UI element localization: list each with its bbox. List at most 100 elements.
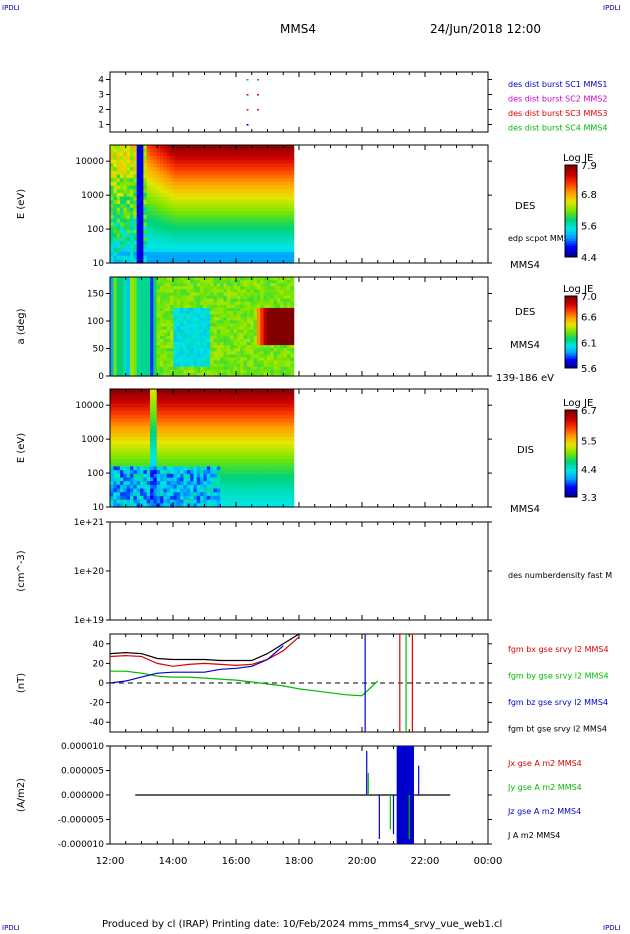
dis-energy-cell xyxy=(153,484,158,490)
des-energy-cell xyxy=(283,222,288,227)
des-energy-cell xyxy=(216,240,221,246)
des-pitch-cell xyxy=(173,298,178,303)
des-pitch-cell xyxy=(213,295,218,300)
des-pitch-cell xyxy=(116,369,121,374)
dis-energy-cell xyxy=(193,444,198,449)
des-pitch-cell xyxy=(150,372,155,377)
des-energy-cell xyxy=(120,196,124,201)
des-pitch-cell xyxy=(183,366,188,371)
des-pitch-cell xyxy=(256,317,261,321)
des-energy-cell xyxy=(213,148,218,153)
des-pitch-cell xyxy=(243,360,248,365)
des-pitch-cell xyxy=(176,289,181,294)
des-energy-cell xyxy=(246,226,251,231)
corner-label-top-right: IPDLI xyxy=(603,4,621,12)
des-pitch-cell xyxy=(256,351,261,355)
dis-energy-cell xyxy=(116,407,121,412)
des-pitch-cell xyxy=(223,277,228,281)
des-pitch-cell xyxy=(213,323,218,328)
dis-energy-cell xyxy=(220,499,225,504)
des-pitch-cell xyxy=(220,326,225,331)
dis-energy-cell xyxy=(110,448,114,453)
des-energy-cell xyxy=(213,226,218,231)
des-energy-cell xyxy=(183,189,188,194)
dis-energy-cell xyxy=(193,455,198,460)
des-energy-cell xyxy=(226,178,231,183)
des-energy-cell xyxy=(233,255,238,260)
dis-energy-cell xyxy=(123,418,128,423)
des-pitch-cell xyxy=(183,286,188,290)
des-pitch-cell xyxy=(283,348,288,352)
des-pitch-cell xyxy=(213,311,218,315)
des-energy-cell xyxy=(113,218,118,224)
dis-energy-cell xyxy=(140,436,144,442)
dis-energy-cell xyxy=(153,392,158,397)
dis-energy-cell xyxy=(206,503,211,508)
des-pitch-cell xyxy=(133,372,138,377)
des-energy-cell xyxy=(113,178,118,183)
des-energy-cell xyxy=(266,181,271,187)
dis-energy-cell xyxy=(200,444,205,449)
dis-energy-cell xyxy=(216,484,221,490)
des-pitch-cell xyxy=(123,289,128,294)
des-energy-cell xyxy=(266,226,271,231)
dis-energy-cell xyxy=(193,451,198,456)
des-energy-cell xyxy=(160,159,165,165)
dis-energy-cell xyxy=(180,466,185,471)
des-pitch-cell xyxy=(146,366,151,371)
des-energy-cell xyxy=(216,222,221,227)
des-pitch-cell xyxy=(186,329,191,334)
dis-energy-cell xyxy=(203,400,208,405)
des-pitch-cell xyxy=(286,326,291,331)
des-pitch-cell xyxy=(210,332,215,337)
des-energy-cell xyxy=(273,192,278,198)
des-energy-cell xyxy=(243,167,248,172)
dis-energy-cell xyxy=(160,396,165,401)
des-energy-cell xyxy=(180,251,185,257)
dis-energy-cell xyxy=(210,477,215,482)
dis-energy-cell xyxy=(150,481,155,486)
dis-energy-cell xyxy=(170,481,175,486)
des-energy-cell xyxy=(190,185,195,190)
des-pitch-cell xyxy=(260,351,265,355)
des-pitch-cell xyxy=(180,320,185,325)
des-energy-cell xyxy=(246,255,251,260)
des-energy-cell xyxy=(253,248,258,253)
des-pitch-cell xyxy=(210,311,215,315)
dis-energy-cell xyxy=(173,407,178,412)
des-energy-cell xyxy=(246,218,251,224)
des-pitch-cell xyxy=(170,348,175,352)
dis-energy-cell xyxy=(150,407,155,412)
des-pitch-cell xyxy=(253,348,258,352)
des-energy-cell xyxy=(206,248,211,253)
des-pitch-cell xyxy=(156,314,161,318)
dis-energy-cell xyxy=(150,477,155,482)
des-energy-cell xyxy=(130,218,134,224)
des-energy-cell xyxy=(176,255,181,260)
des-energy-cell xyxy=(250,240,255,246)
dis-energy-cell xyxy=(190,396,195,401)
des-energy-cell xyxy=(243,237,248,242)
des-energy-cell xyxy=(113,211,118,216)
dis-energy-cell xyxy=(126,414,131,420)
des-energy-cell xyxy=(146,163,151,168)
des-energy-cell xyxy=(193,244,198,249)
dis-energy-cell xyxy=(220,407,225,412)
des-pitch-cell xyxy=(193,286,198,290)
des-pitch-cell xyxy=(173,338,178,343)
des-pitch-cell xyxy=(133,354,138,359)
des-energy-cell xyxy=(113,170,118,176)
des-energy-cell xyxy=(123,181,128,187)
des-pitch-cell xyxy=(230,372,235,377)
des-pitch-cell xyxy=(286,301,291,306)
des-pitch-cell xyxy=(146,301,151,306)
des-pitch-cell xyxy=(256,357,261,362)
dis-energy-cell xyxy=(220,488,225,493)
des-pitch-cell xyxy=(210,314,215,318)
des-pitch-cell xyxy=(276,277,281,281)
dis-energy-cell xyxy=(153,429,158,434)
dis-energy-cell xyxy=(220,444,225,449)
des-energy-cell xyxy=(226,244,231,249)
des-pitch-cell xyxy=(283,295,288,300)
dis-energy-cell xyxy=(156,411,161,416)
